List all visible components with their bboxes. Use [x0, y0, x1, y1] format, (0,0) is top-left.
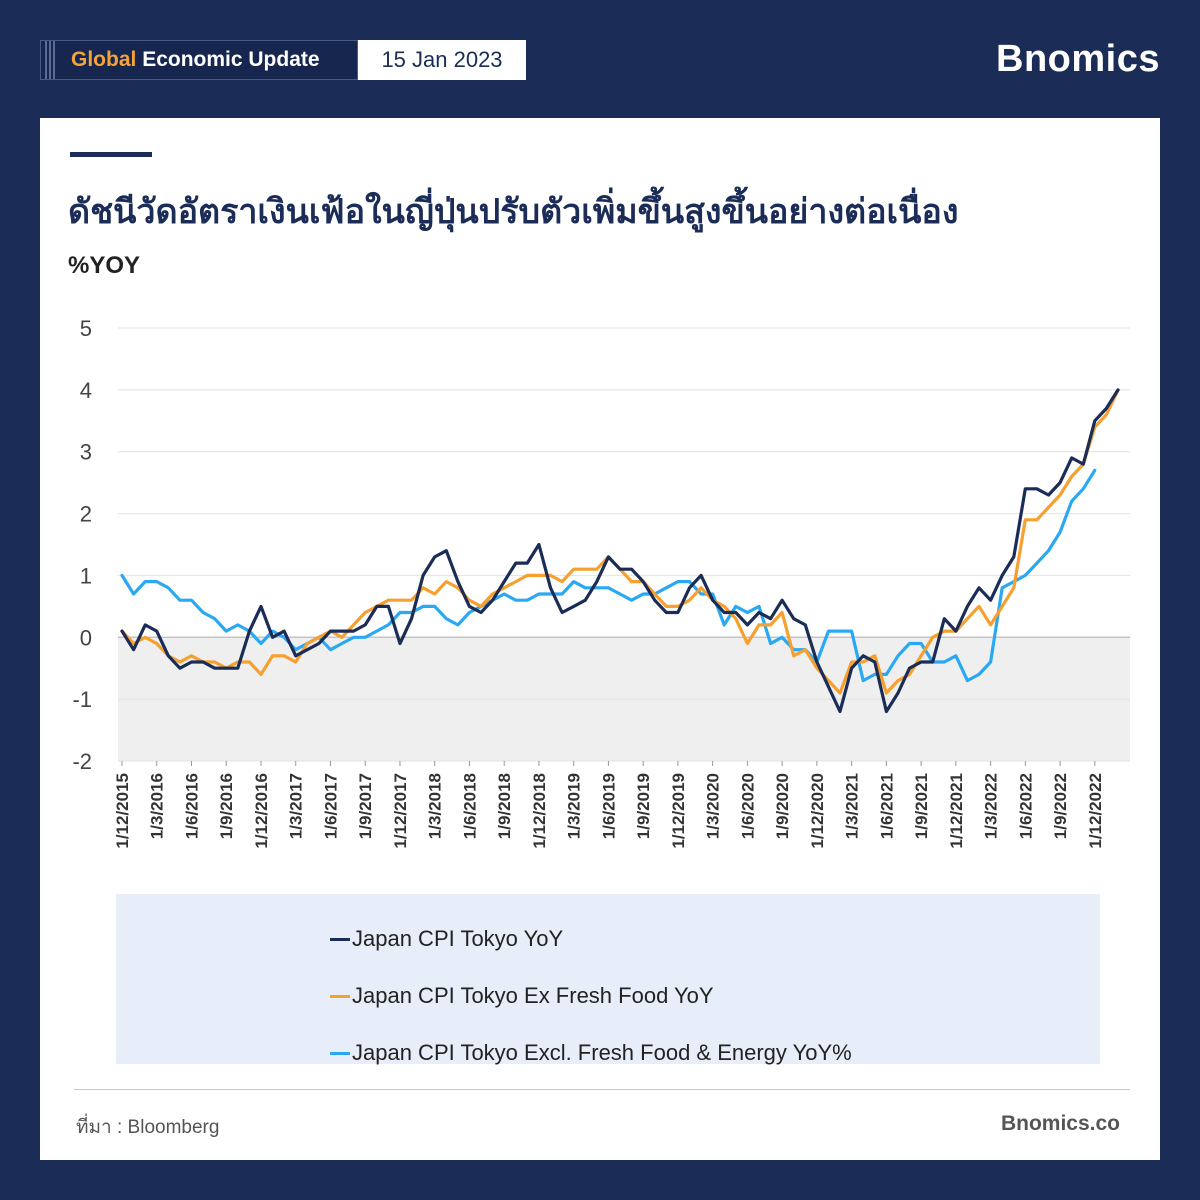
x-tick-label: 1/3/2016	[148, 773, 167, 839]
y-axis-unit: %YOY	[68, 252, 141, 279]
legend-label: Japan CPI Tokyo YoY	[352, 926, 564, 951]
y-tick-label: 0	[80, 625, 92, 650]
stripes-decoration	[45, 41, 57, 79]
y-tick-label: 2	[80, 502, 92, 527]
series-line-tokyo-cpi	[120, 388, 1120, 714]
legend: Japan CPI Tokyo YoY Japan CPI Tokyo Ex F…	[116, 894, 1100, 1066]
x-tick-label: 1/9/2017	[356, 773, 375, 839]
x-tick-label: 1/12/2018	[530, 773, 549, 849]
x-tick-label: 1/9/2021	[912, 773, 931, 839]
x-tick-label: 1/9/2018	[495, 773, 514, 839]
legend-label: Japan CPI Tokyo Ex Fresh Food YoY	[352, 983, 714, 1008]
x-tick-label: 1/6/2021	[877, 773, 896, 839]
x-tick-label: 1/9/2019	[634, 773, 653, 839]
legend-item-ex-fresh-food: Japan CPI Tokyo Ex Fresh Food YoY	[330, 983, 714, 1009]
x-tick-label: 1/6/2019	[599, 773, 618, 839]
legend-swatch-orange	[330, 994, 350, 998]
x-tick-label: 1/12/2017	[391, 773, 410, 849]
x-tick-label: 1/9/2016	[217, 773, 236, 839]
y-tick-label: -1	[72, 687, 92, 712]
legend-swatch-blue	[330, 1051, 350, 1055]
x-tick-label: 1/3/2017	[287, 773, 306, 839]
y-tick-label: 1	[80, 563, 92, 588]
footer-divider	[74, 1089, 1130, 1090]
x-tick-label: 1/12/2015	[113, 773, 132, 849]
content-card: ดัชนีวัดอัตราเงินเฟ้อในญี่ปุ่นปรับตัวเพิ…	[40, 118, 1160, 1160]
x-tick-label: 1/6/2017	[321, 773, 340, 839]
x-tick-label: 1/3/2018	[426, 773, 445, 839]
y-tick-label: -2	[72, 749, 92, 774]
date-badge: 15 Jan 2023	[358, 40, 526, 80]
x-tick-label: 1/9/2022	[1051, 773, 1070, 839]
x-tick-label: 1/3/2020	[704, 773, 723, 839]
x-tick-label: 1/12/2019	[669, 773, 688, 849]
x-tick-label: 1/6/2022	[1016, 773, 1035, 839]
y-tick-label: 3	[80, 440, 92, 465]
x-tick-label: 1/12/2016	[252, 773, 271, 849]
x-tick-label: 1/9/2020	[773, 773, 792, 839]
line-chart: -2 -1 0 1 2 3 4 5 1/12/2015 1/3/2016 1/6/2016 1/9/2…	[72, 316, 1130, 849]
chart-title: ดัชนีวัดอัตราเงินเฟ้อในญี่ปุ่นปรับตัวเพิ…	[68, 193, 959, 231]
x-tick-label: 1/6/2016	[182, 773, 201, 839]
badge-highlight: Global	[71, 48, 137, 71]
brand-logo: Bnomics	[996, 38, 1160, 80]
x-tick-label: 1/3/2019	[565, 773, 584, 839]
x-tick-label: 1/3/2021	[843, 773, 862, 839]
legend-label: Japan CPI Tokyo Excl. Fresh Food & Energ…	[352, 1040, 852, 1065]
legend-swatch-navy	[330, 937, 350, 941]
y-tick-label: 4	[80, 378, 92, 403]
source-note: ที่มา : Bloomberg	[76, 1117, 220, 1138]
y-tick-label: 5	[80, 316, 92, 341]
header-badge: Global Economic Update	[40, 40, 358, 80]
badge-title: Global Economic Update	[71, 48, 320, 72]
site-link: Bnomics.co	[1000, 1112, 1120, 1135]
title-accent-bar	[70, 152, 152, 157]
x-tick-label: 1/12/2021	[947, 773, 966, 849]
x-tick-label: 1/12/2022	[1086, 773, 1105, 849]
x-tick-label: 1/6/2018	[460, 773, 479, 839]
legend-item-tokyo: Japan CPI Tokyo YoY	[330, 926, 563, 952]
x-tick-label: 1/3/2022	[982, 773, 1001, 839]
badge-rest: Economic Update	[142, 48, 320, 71]
legend-item-core: Japan CPI Tokyo Excl. Fresh Food & Energ…	[330, 1040, 852, 1066]
x-tick-label: 1/6/2020	[738, 773, 757, 839]
x-tick-label: 1/12/2020	[808, 773, 827, 849]
